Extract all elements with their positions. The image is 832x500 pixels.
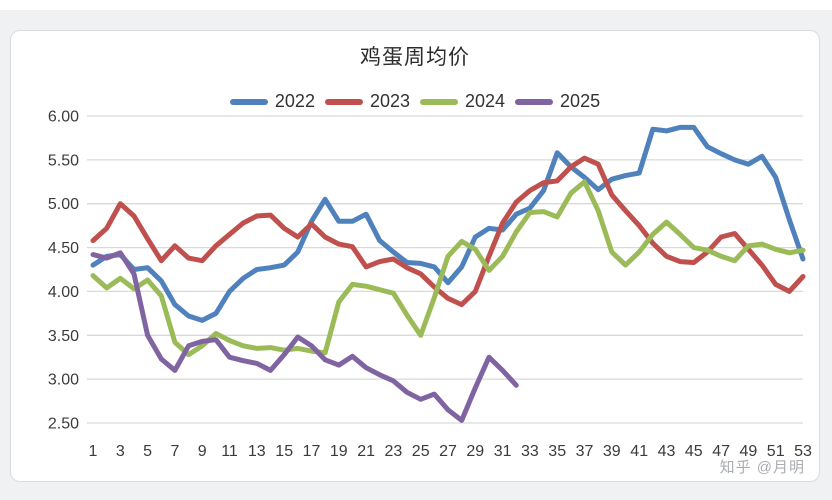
y-tick-label: 4.50 <box>48 240 79 257</box>
x-tick-label: 1 <box>89 443 98 460</box>
x-tick-label: 29 <box>466 443 484 460</box>
chart-title: 鸡蛋周均价 <box>360 46 470 69</box>
x-tick-label: 11 <box>221 443 238 460</box>
x-tick-label: 7 <box>170 443 179 460</box>
y-tick-label: 6.00 <box>48 109 79 126</box>
x-tick-label: 17 <box>303 443 321 460</box>
x-tick-label: 41 <box>630 443 648 460</box>
y-tick-label: 3.50 <box>48 328 79 345</box>
legend-item-2022: 2022 <box>229 91 315 112</box>
x-tick-label: 15 <box>275 443 293 460</box>
legend-label-2022: 2022 <box>274 91 315 111</box>
x-tick-label: 43 <box>658 443 676 460</box>
x-tick-label: 33 <box>521 443 539 460</box>
y-tick-label: 4.00 <box>48 284 79 301</box>
x-tick-label: 9 <box>198 443 207 460</box>
y-tick-label: 2.50 <box>48 416 79 433</box>
x-tick-label: 51 <box>767 443 785 460</box>
x-tick-label: 13 <box>248 443 266 460</box>
page-top-strip <box>0 0 832 10</box>
legend-label-2025: 2025 <box>560 91 601 111</box>
watermark: 知乎 @月明 <box>719 459 805 476</box>
series-line-2025 <box>90 250 519 423</box>
x-tick-label: 49 <box>740 443 758 460</box>
x-tick-label: 35 <box>548 443 566 460</box>
legend-swatch-2023 <box>324 98 363 105</box>
chart-plot-area: 6.005.505.004.504.003.503.002.501 3 5 7 9 11 1… <box>48 109 812 461</box>
x-tick-label: 5 <box>143 443 152 460</box>
x-tick-label: 21 <box>357 443 375 460</box>
y-tick-label: 5.50 <box>48 152 79 169</box>
series-line-2022 <box>90 124 806 323</box>
legend-swatch-2024 <box>420 98 458 105</box>
x-tick-label: 45 <box>685 443 703 460</box>
x-tick-label: 47 <box>712 443 730 460</box>
legend-item-2023: 2023 <box>324 91 410 112</box>
legend-item-2025: 2025 <box>515 91 600 112</box>
legend-label-2023: 2023 <box>369 91 410 111</box>
x-tick-label: 19 <box>330 443 348 460</box>
series-line-2023 <box>90 155 806 308</box>
y-tick-label: 5.00 <box>48 196 79 213</box>
x-tick-label: 27 <box>439 443 457 460</box>
x-tick-label: 37 <box>576 443 594 460</box>
legend-item-2024: 2024 <box>420 91 505 112</box>
legend-swatch-2025 <box>515 98 554 105</box>
legend-label-2024: 2024 <box>465 91 506 111</box>
x-tick-label: 25 <box>412 443 430 460</box>
y-tick-label: 3.00 <box>48 372 79 389</box>
x-tick-label: 53 <box>794 443 812 460</box>
x-tick-label: 39 <box>603 443 621 460</box>
chart-container: 鸡蛋周均价 2022 2023 2024 2025 6.00 5.50 5.00 4.50 4… <box>10 30 820 482</box>
x-tick-label: 31 <box>494 443 512 460</box>
x-tick-label: 23 <box>385 443 403 460</box>
x-tick-label: 3 <box>116 443 125 460</box>
series-line-2024 <box>90 179 806 358</box>
legend-swatch-2022 <box>229 98 268 105</box>
chart-legend: 2022 2023 2024 2025 <box>11 91 819 112</box>
